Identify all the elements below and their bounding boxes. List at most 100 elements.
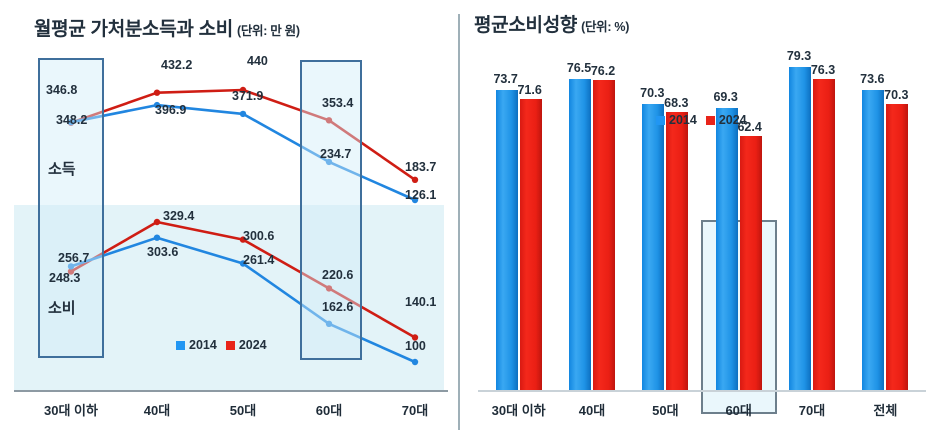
consumption-label-2024-70s: 140.1 bbox=[405, 295, 437, 309]
legend-swatch-2024 bbox=[225, 340, 235, 350]
left-chart-legend: 2014 2024 bbox=[176, 338, 267, 352]
data-point-marker bbox=[67, 119, 75, 126]
bar-2024-40대 bbox=[593, 79, 615, 390]
consumption-label-2024-30s: 248.3 bbox=[49, 271, 81, 285]
consumption-label-2014-30s: 256.7 bbox=[58, 251, 90, 265]
data-point-marker bbox=[411, 196, 419, 204]
left-chart-title: 월평균 가처분소득과 소비 (단위: 만 원) bbox=[34, 14, 300, 41]
income-label-2014-40s: 396.9 bbox=[155, 103, 187, 117]
highlight-box-30s bbox=[38, 58, 104, 358]
data-point-marker bbox=[153, 101, 161, 109]
right-xlabel-50대: 50대 bbox=[652, 403, 679, 418]
bar-value-2014-50대: 70.3 bbox=[640, 85, 665, 100]
data-point-marker bbox=[325, 285, 333, 292]
right-xlabel-60대: 60대 bbox=[725, 403, 752, 418]
left-chart-title-unit: (단위: 만 원) bbox=[236, 24, 300, 38]
data-point-marker bbox=[239, 86, 247, 94]
left-legend-label-2014: 2014 bbox=[189, 338, 217, 352]
left-xlabel-30s: 30대 이하 bbox=[44, 403, 98, 418]
income-label-2014-60s: 234.7 bbox=[320, 147, 352, 161]
bar-value-2024-전체: 70.3 bbox=[884, 87, 909, 102]
bar-value-2024-50대: 68.3 bbox=[664, 95, 689, 110]
income-label-2024-60s: 353.4 bbox=[322, 96, 354, 110]
bar-value-2014-70대: 79.3 bbox=[786, 49, 812, 64]
right-legend-label-2024: 2024 bbox=[718, 113, 747, 127]
legend-swatch-2024 bbox=[705, 115, 715, 125]
left-chart-panel: 월평균 가처분소득과 소비 (단위: 만 원) 소득 소비 346.8 348. bbox=[0, 0, 458, 443]
right-chart-title-unit: (단위: %) bbox=[581, 20, 630, 34]
right-xlabel-30대 이하: 30대 이하 bbox=[491, 403, 546, 418]
right-chart-legend: 2014 2024 bbox=[656, 113, 747, 127]
income-label-2014-30s: 348.2 bbox=[56, 113, 88, 127]
income-label-2014-70s: 126.1 bbox=[405, 188, 437, 202]
right-xlabel-40대: 40대 bbox=[578, 403, 606, 418]
bar-2024-70대 bbox=[813, 79, 835, 390]
right-chart-plot-area: 73.7 71.6 76.5 76.2 70.3 68.3 69.3 62.4 79.3 76.3… bbox=[482, 44, 922, 390]
bar-2014-50대 bbox=[642, 103, 665, 390]
bar-2024-전체 bbox=[886, 103, 909, 390]
consumption-label-2014-40s: 303.6 bbox=[147, 245, 179, 259]
bar-value-2014-30대 이하: 73.7 bbox=[493, 71, 518, 86]
bar-value-2024-30대 이하: 71.6 bbox=[517, 82, 542, 97]
consumption-label-2024-60s: 220.6 bbox=[322, 268, 354, 282]
data-point-marker bbox=[411, 358, 419, 366]
data-point-marker bbox=[239, 260, 247, 267]
data-point-marker bbox=[325, 117, 333, 124]
data-point-marker bbox=[239, 236, 247, 243]
bar-2024-50대 bbox=[666, 112, 689, 390]
bar-value-2014-60대: 69.3 bbox=[713, 89, 738, 104]
data-point-marker bbox=[67, 263, 75, 270]
left-chart-plot-area bbox=[14, 52, 444, 390]
consumption-label-2014-50s: 261.4 bbox=[243, 253, 275, 267]
right-chart-panel: 평균소비성향 (단위: %) 73.7 71.6 76.5 76.2 70.3 68.3 69… bbox=[460, 0, 934, 443]
legend-swatch-2014 bbox=[656, 115, 665, 125]
left-xlabel-70s: 70대 bbox=[401, 403, 429, 418]
income-label-2024-70s: 183.7 bbox=[405, 160, 437, 174]
data-point-marker bbox=[153, 89, 161, 96]
right-xlabel-70대: 70대 bbox=[798, 403, 826, 418]
bar-value-2024-70대: 76.3 bbox=[810, 63, 836, 78]
bar-value-2024-60대: 62.4 bbox=[737, 119, 762, 134]
left-chart-title-main: 월평균 가처분소득과 소비 bbox=[34, 19, 233, 40]
right-legend-label-2014: 2014 bbox=[669, 113, 697, 127]
left-xlabel-40s: 40대 bbox=[143, 403, 171, 418]
bar-value-2024-40대: 76.2 bbox=[590, 63, 616, 78]
section-label-consumption: 소비 bbox=[48, 300, 76, 317]
highlight-box-60s-bars bbox=[700, 220, 777, 414]
right-xlabel-전체: 전체 bbox=[873, 403, 898, 418]
left-chart-x-axis bbox=[14, 390, 448, 392]
data-point-marker bbox=[411, 334, 419, 341]
income-label-2024-30s: 346.8 bbox=[46, 83, 78, 97]
right-legend-item-2024: 2024 bbox=[705, 113, 747, 127]
left-legend-item-2014: 2014 bbox=[176, 338, 217, 352]
left-legend-item-2024: 2024 bbox=[225, 338, 267, 352]
left-xlabel-60s: 60대 bbox=[315, 403, 343, 418]
data-point-marker bbox=[153, 218, 161, 226]
income-label-2014-50s: 371.9 bbox=[232, 89, 264, 103]
data-point-marker bbox=[325, 158, 333, 166]
panel-divider bbox=[458, 14, 460, 430]
consumption-label-2014-60s: 162.6 bbox=[322, 300, 354, 314]
data-point-marker bbox=[411, 176, 419, 183]
consumption-label-2024-40s: 329.4 bbox=[163, 209, 195, 223]
right-chart-title-main: 평균소비성향 bbox=[474, 15, 578, 36]
data-point-marker bbox=[153, 234, 161, 241]
consumption-label-2014-70s: 100 bbox=[405, 339, 426, 353]
bar-2014-전체 bbox=[862, 90, 885, 390]
bar-2014-70대 bbox=[789, 67, 811, 390]
bar-value-2014-40대: 76.5 bbox=[566, 60, 592, 75]
consumption-label-2024-50s: 300.6 bbox=[243, 229, 275, 243]
income-label-2024-40s: 432.2 bbox=[161, 58, 193, 72]
section-label-income: 소득 bbox=[48, 161, 76, 178]
left-legend-label-2024: 2024 bbox=[238, 338, 267, 352]
bar-2014-30대 이하 bbox=[495, 90, 518, 390]
data-point-marker bbox=[67, 268, 75, 275]
right-chart-title: 평균소비성향 (단위: %) bbox=[474, 10, 629, 37]
right-legend-item-2014: 2014 bbox=[656, 113, 697, 127]
bar-value-2014-전체: 73.6 bbox=[860, 72, 885, 87]
legend-swatch-2014 bbox=[176, 340, 185, 350]
left-chart-lines-svg bbox=[67, 86, 419, 366]
highlight-box-60s bbox=[300, 60, 362, 360]
bar-2024-30대 이하 bbox=[519, 98, 542, 390]
data-point-marker bbox=[325, 320, 333, 327]
